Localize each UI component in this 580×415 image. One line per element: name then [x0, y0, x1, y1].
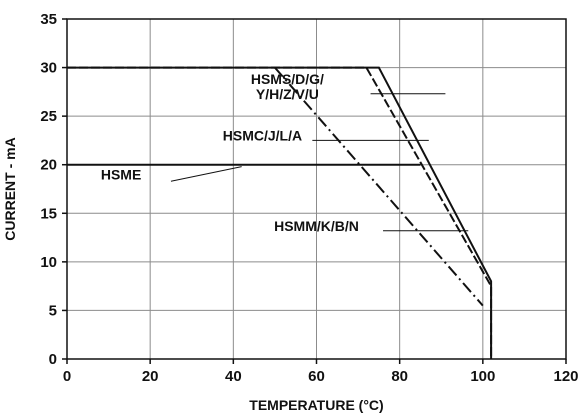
series-line-2 — [67, 66, 493, 359]
x-tick-label: 80 — [391, 368, 408, 385]
series-line-1 — [67, 66, 493, 359]
x-axis-title: TEMPERATURE (°C) — [249, 397, 383, 413]
y-tick-label: 0 — [49, 351, 57, 368]
annotation-label-3: HSME — [101, 166, 141, 182]
annotation-label-4: HSMM/K/B/N — [274, 218, 359, 234]
tick-labels: 0 20 40 60 80 100 120 0 5 10 15 20 25 30 35 — [40, 11, 578, 385]
y-tick-label: 35 — [40, 11, 57, 28]
y-tick-label: 5 — [49, 302, 57, 319]
y-tick-label: 15 — [40, 205, 57, 222]
annotation-leader-3 — [170, 166, 242, 182]
x-tick-label: 0 — [63, 368, 71, 385]
y-tick-label: 25 — [40, 108, 57, 125]
y-tick-label: 10 — [40, 254, 57, 271]
series-line-4 — [274, 66, 484, 307]
annotation-label-2: HSMC/J/L/A — [223, 127, 302, 143]
annotation-label-1: HSMS/D/G/Y/H/Z/V/U — [251, 71, 324, 102]
x-tick-label: 60 — [308, 368, 325, 385]
x-tick-label: 20 — [142, 368, 159, 385]
y-axis-title: CURRENT - mA — [2, 137, 18, 240]
annotations: HSMS/D/G/Y/H/Z/V/U HSMC/J/L/A HSME HSMM/K/B… — [101, 71, 469, 234]
series-lines — [67, 66, 493, 359]
x-tick-label: 120 — [553, 368, 578, 385]
x-tick-label: 40 — [225, 368, 242, 385]
y-tick-label: 30 — [40, 60, 57, 77]
x-tick-label: 100 — [470, 368, 495, 385]
y-tick-label: 20 — [40, 157, 57, 174]
